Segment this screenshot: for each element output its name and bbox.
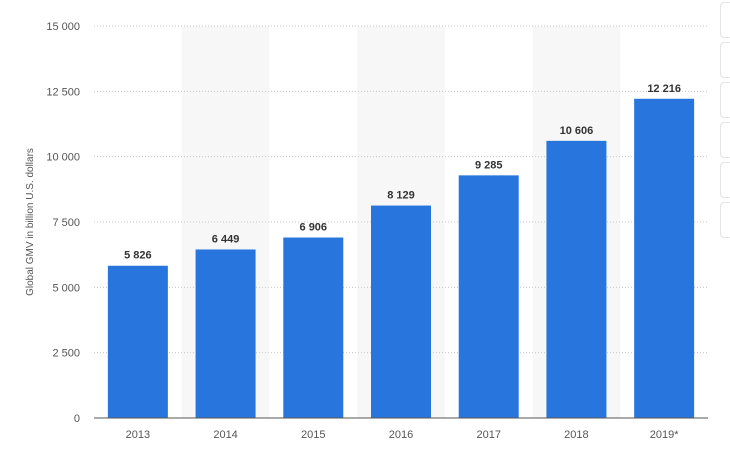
side-tab[interactable]	[720, 82, 730, 118]
data-label: 10 606	[560, 125, 594, 137]
data-label: 6 449	[212, 233, 240, 245]
data-labels: 5 826 6 449 6 906 8 129 9 285 10 606 12 216	[124, 83, 681, 262]
side-tab[interactable]	[720, 202, 730, 238]
y-axis-title: Global GMV in billion U.S. dollars	[25, 148, 36, 296]
x-tick-label: 2018	[564, 429, 588, 441]
y-tick-label: 7 500	[52, 217, 80, 229]
y-tick-label: 2 500	[52, 348, 80, 360]
bar	[634, 98, 695, 419]
y-tick-label: 0	[74, 413, 80, 425]
bar	[195, 249, 256, 418]
y-tick-label: 15 000	[46, 21, 80, 33]
x-tick-label: 2013	[126, 429, 150, 441]
bars	[107, 98, 695, 419]
x-tick-label: 2016	[389, 429, 413, 441]
data-label: 5 826	[124, 250, 152, 262]
bar	[107, 265, 168, 418]
bar	[371, 205, 431, 418]
data-label: 8 129	[387, 190, 415, 202]
bar	[458, 175, 519, 418]
side-tab[interactable]	[720, 2, 730, 38]
bar	[546, 140, 607, 418]
x-tick-label: 2017	[476, 429, 500, 441]
y-tick-label: 10 000	[46, 152, 80, 164]
x-tick-label: 2015	[301, 429, 325, 441]
x-tick-label: 2014	[213, 429, 237, 441]
bar	[283, 237, 344, 418]
y-tick-label: 5 000	[52, 282, 80, 294]
data-label: 9 285	[475, 159, 503, 171]
y-axis-ticks: 0 2 500 5 000 7 500 10 000 12 500 15 000	[46, 21, 80, 425]
side-tab[interactable]	[720, 122, 730, 158]
side-toolbar	[720, 0, 730, 458]
data-label: 12 216	[647, 83, 681, 95]
data-label: 6 906	[300, 222, 328, 234]
x-axis-ticks: 2013 2014 2015 2016 2017 2018 2019*	[126, 429, 680, 441]
side-tab[interactable]	[720, 162, 730, 198]
x-tick-label: 2019*	[650, 429, 679, 441]
side-tab[interactable]	[720, 42, 730, 78]
y-tick-label: 12 500	[46, 86, 80, 98]
